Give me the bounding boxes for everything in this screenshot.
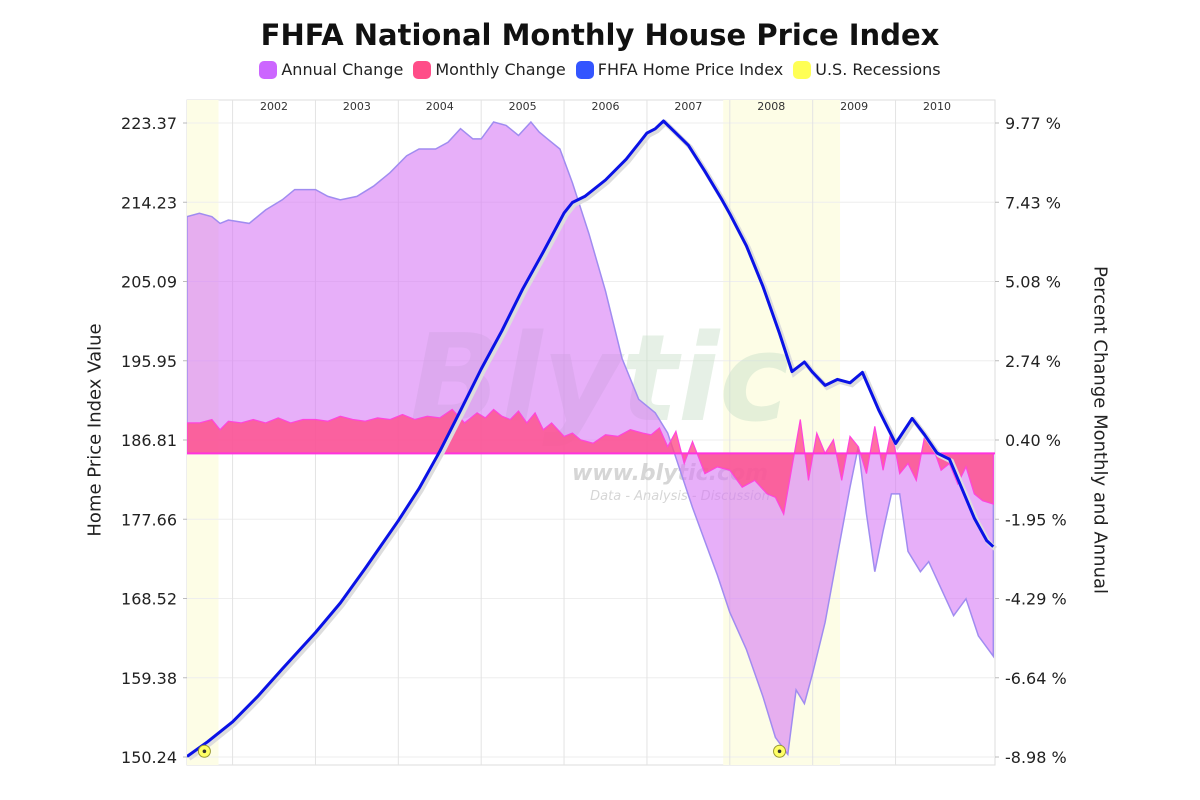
x-tick-label: 2002 [260,100,288,113]
y-right-tick-label: 9.77 % [1005,114,1061,133]
y-right-tick-label: -1.95 % [1005,510,1067,529]
legend-item-monthly-change[interactable]: Monthly Change [413,60,566,79]
annual-change-area [187,120,995,757]
y-left-tick-label: 150.24 [121,748,177,767]
legend: Annual Change Monthly Change FHFA Home P… [0,60,1200,79]
hpi-line [187,119,995,758]
legend-label: Monthly Change [435,60,566,79]
y-left-tick-label: 205.09 [121,273,177,292]
recessions-swatch-icon [793,60,812,79]
y-left-tick-label: 223.37 [121,114,177,133]
y-right-tick-label: -8.98 % [1005,748,1067,767]
hpi-swatch-icon [575,60,594,79]
legend-label: FHFA Home Price Index [597,60,784,79]
x-tick-label: 2004 [426,100,454,113]
x-tick-label: 2010 [923,100,951,113]
y-axis-right-title: Percent Change Monthly and Annual [1089,265,1111,595]
y-right-tick-label: -6.64 % [1005,669,1067,688]
event-marker-dot [202,749,207,754]
y-left-tick-label: 168.52 [121,590,177,609]
event-marker-dot [777,749,782,754]
legend-label: U.S. Recessions [815,60,941,79]
y-right-tick-label: -4.29 % [1005,590,1067,609]
legend-item-annual-change[interactable]: Annual Change [259,60,403,79]
y-left-tick-label: 159.38 [121,669,177,688]
y-axis-left-title: Home Price Index Value [84,323,106,537]
x-tick-label: 2003 [343,100,371,113]
x-tick-label: 2006 [592,100,620,113]
y-left-tick-label: 195.95 [121,352,177,371]
y-left-tick-label: 186.81 [121,431,177,450]
annual-change-swatch-icon [259,60,278,79]
monthly-change-swatch-icon [413,60,432,79]
legend-item-recessions[interactable]: U.S. Recessions [793,60,941,79]
x-tick-label: 2005 [509,100,537,113]
y-right-tick-label: 5.08 % [1005,273,1061,292]
y-right-tick-label: 7.43 % [1005,193,1061,212]
legend-label: Annual Change [281,60,404,79]
chart-title: FHFA National Monthly House Price Index [260,18,940,52]
x-tick-label: 2008 [757,100,785,113]
y-left-tick-label: 214.23 [121,193,177,212]
x-tick-label: 2009 [840,100,868,113]
x-tick-label: 2007 [674,100,702,113]
y-left-tick-label: 177.66 [121,510,177,529]
y-right-tick-label: 0.40 % [1005,431,1061,450]
y-right-tick-label: 2.74 % [1005,352,1061,371]
legend-item-hpi[interactable]: FHFA Home Price Index [575,60,784,79]
